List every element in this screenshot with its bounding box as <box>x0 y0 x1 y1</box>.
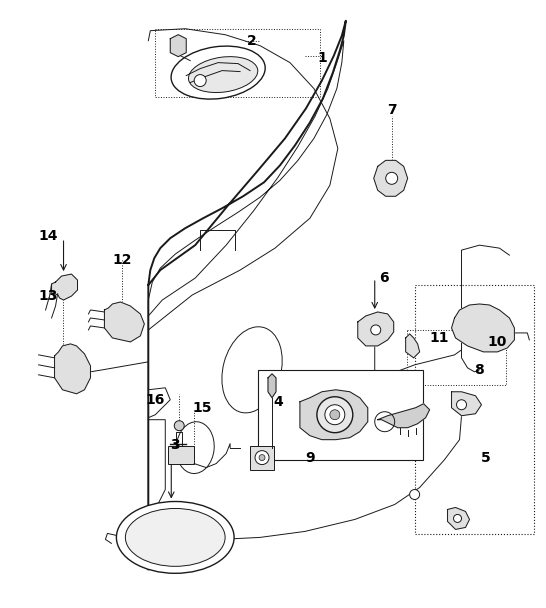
Text: 3: 3 <box>170 438 180 452</box>
Circle shape <box>194 75 206 86</box>
Circle shape <box>456 399 466 410</box>
Text: 14: 14 <box>39 229 58 243</box>
Bar <box>414 285 535 534</box>
Polygon shape <box>448 508 470 530</box>
Polygon shape <box>268 374 276 398</box>
Circle shape <box>317 397 353 433</box>
Polygon shape <box>378 404 430 427</box>
Text: 7: 7 <box>387 103 396 117</box>
Circle shape <box>255 451 269 465</box>
Ellipse shape <box>126 508 225 566</box>
Text: 8: 8 <box>474 363 484 377</box>
Ellipse shape <box>116 502 234 573</box>
Polygon shape <box>358 312 394 346</box>
Polygon shape <box>300 390 368 440</box>
Text: 15: 15 <box>192 401 212 415</box>
Text: 16: 16 <box>146 393 165 407</box>
Bar <box>250 446 274 469</box>
Circle shape <box>454 514 461 522</box>
Circle shape <box>259 455 265 461</box>
Circle shape <box>174 421 184 430</box>
Polygon shape <box>452 304 514 352</box>
Text: 9: 9 <box>305 451 314 465</box>
Circle shape <box>410 489 420 500</box>
Circle shape <box>385 172 397 184</box>
Bar <box>155 29 320 97</box>
Text: 13: 13 <box>39 289 58 303</box>
Polygon shape <box>374 161 408 196</box>
Ellipse shape <box>188 57 258 92</box>
Text: 1: 1 <box>317 50 327 64</box>
Polygon shape <box>170 35 186 57</box>
Text: 6: 6 <box>379 271 389 285</box>
Polygon shape <box>51 274 78 300</box>
Ellipse shape <box>171 46 265 99</box>
Circle shape <box>371 325 381 335</box>
Polygon shape <box>406 334 420 358</box>
Circle shape <box>330 410 340 420</box>
Text: 2: 2 <box>247 33 257 47</box>
Polygon shape <box>104 302 144 342</box>
Text: 12: 12 <box>112 253 132 267</box>
Polygon shape <box>452 392 482 416</box>
Bar <box>258 370 423 460</box>
Bar <box>168 446 194 463</box>
Text: 4: 4 <box>273 395 283 409</box>
Text: 11: 11 <box>430 331 449 345</box>
Bar <box>407 330 506 385</box>
Text: 5: 5 <box>480 451 490 465</box>
Circle shape <box>325 405 345 425</box>
Polygon shape <box>55 344 91 394</box>
Text: 10: 10 <box>488 335 507 349</box>
